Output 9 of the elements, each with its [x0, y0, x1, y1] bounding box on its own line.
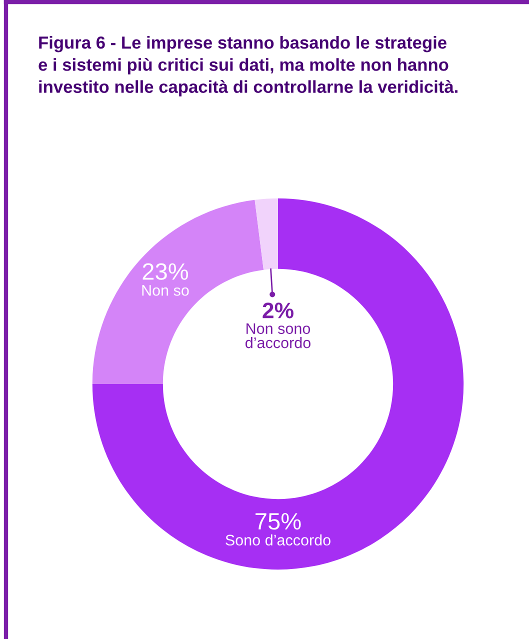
data-label: 23% — [142, 263, 188, 280]
slice-label: Non so — [142, 285, 189, 296]
slice-label: Sono d’accordo — [226, 534, 330, 546]
data-label: 2% — [262, 302, 294, 318]
data-label: 75% — [256, 513, 301, 530]
chart-title: Figura 6 - Le imprese stanno basando le strategie e i sistemi più critici sui dati, ma molte non hanno investito nelle capacità di controllarne la veridicità. — [38, 36, 458, 96]
donut-slice — [254, 198, 278, 270]
donut-slice — [92, 198, 464, 570]
slice-label: Non sono d’accordo — [246, 323, 310, 348]
